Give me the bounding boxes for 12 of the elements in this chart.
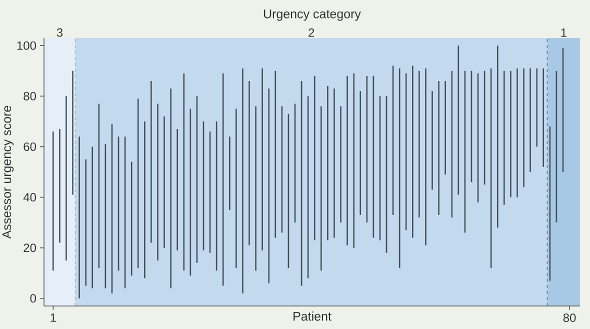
y-tick-label: 40 [23,193,36,202]
x-axis-title: Patient [294,312,332,321]
y-tick-label: 80 [24,92,36,100]
x2-axis-title: Urgency category [264,10,361,21]
y-tick-label: 20 [24,244,36,252]
y-tick-label: 60 [24,142,36,151]
band-label: 2 [308,28,314,37]
y-tick-label: 0 [30,294,36,303]
y-tick-label: 100 [17,41,36,50]
band-label: 1 [561,28,566,37]
band-label: 3 [56,28,63,37]
y-axis-title: Assessor urgency score [2,106,14,239]
